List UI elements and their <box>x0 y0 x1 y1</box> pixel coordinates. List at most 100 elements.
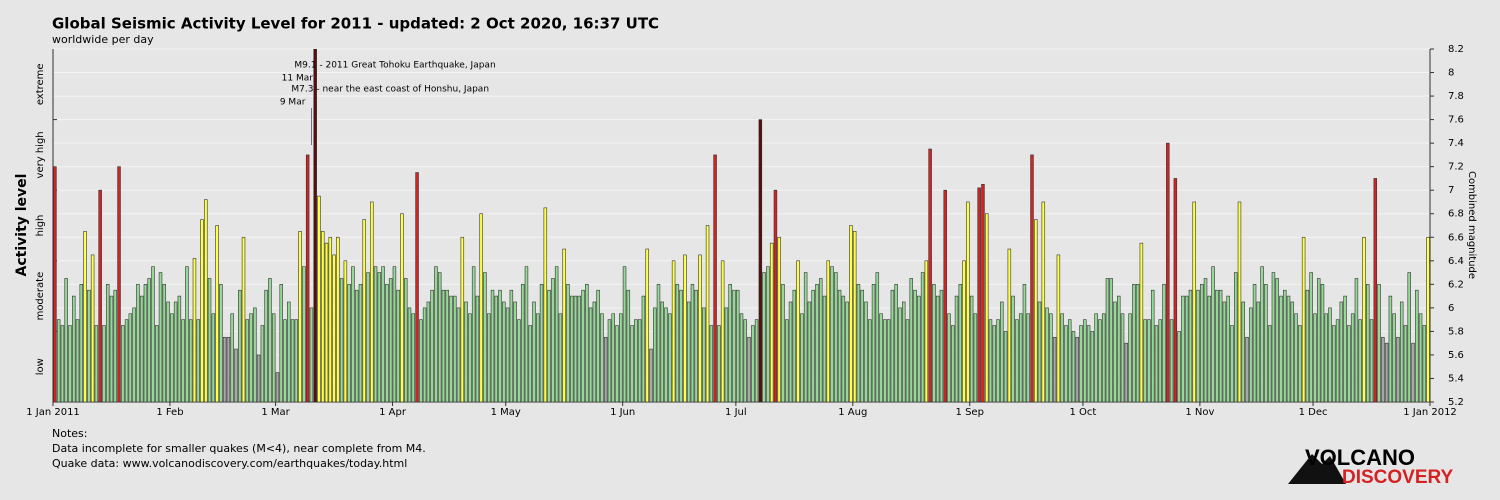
y2-tick-label: 8.2 <box>1448 44 1464 55</box>
bar <box>732 289 736 402</box>
bar <box>1124 342 1129 402</box>
bar <box>411 313 416 402</box>
bar <box>603 336 608 402</box>
note: Quake data: www.volcanodiscovery.com/ear… <box>52 457 407 470</box>
bar <box>275 372 280 402</box>
bar <box>1332 325 1336 402</box>
bar <box>498 289 502 402</box>
y2-tick-label: 6 <box>1448 303 1454 314</box>
bar <box>1415 289 1419 402</box>
bar <box>1283 289 1287 402</box>
bar <box>1184 295 1189 402</box>
bar <box>803 272 808 402</box>
bar <box>777 236 781 402</box>
bar <box>347 284 351 402</box>
y2-tick-label: 6.2 <box>1448 279 1464 290</box>
x-tick-label: 1 Sep <box>956 407 984 418</box>
bar <box>121 325 125 402</box>
bar <box>1098 319 1102 402</box>
bar <box>268 278 272 402</box>
y2-tick-label: 7.8 <box>1448 91 1464 102</box>
bar <box>475 295 480 402</box>
bar <box>1143 319 1147 402</box>
bar <box>988 319 993 402</box>
bar <box>796 260 800 402</box>
bar <box>841 295 846 402</box>
bar <box>1041 201 1046 402</box>
bar <box>698 254 702 402</box>
bar <box>188 319 193 402</box>
bar <box>1128 313 1132 402</box>
bar <box>751 325 755 402</box>
bar <box>1290 301 1295 402</box>
bar <box>1230 325 1234 402</box>
bar <box>735 289 740 402</box>
bar <box>607 319 612 402</box>
bar <box>1011 295 1015 402</box>
bar <box>622 266 627 402</box>
bar <box>539 284 544 402</box>
bar <box>449 295 453 402</box>
bar <box>430 289 434 402</box>
bar <box>192 258 197 402</box>
bar <box>1328 307 1332 402</box>
bar <box>505 307 510 402</box>
bar <box>94 325 99 402</box>
bar <box>909 278 914 402</box>
bar <box>1298 325 1302 402</box>
bar <box>1305 289 1310 402</box>
bar <box>1350 313 1355 402</box>
bar <box>1279 295 1283 402</box>
bar <box>822 295 827 402</box>
bar <box>769 242 774 402</box>
y2-axis-title: Combined magnitude <box>1466 171 1477 279</box>
bar <box>1392 313 1396 402</box>
bar <box>464 301 468 402</box>
bar <box>1388 295 1393 402</box>
bar <box>1067 319 1072 402</box>
bar <box>551 278 555 402</box>
bar <box>358 284 363 402</box>
logo-icon <box>1288 454 1346 484</box>
bar <box>1052 336 1057 402</box>
x-tick-label: 1 Jun <box>610 407 635 418</box>
bar <box>441 289 446 402</box>
bar <box>302 266 306 402</box>
bar <box>1256 301 1261 402</box>
bar <box>1335 319 1340 402</box>
bar <box>1426 236 1430 402</box>
y-axis-title: Activity level <box>14 174 30 277</box>
bar <box>935 295 940 402</box>
bar <box>60 325 65 402</box>
x-tick-label: 1 Nov <box>1185 407 1214 418</box>
bar <box>1158 319 1162 402</box>
bar <box>569 295 574 402</box>
bar <box>705 225 710 402</box>
bar <box>354 289 359 402</box>
bar <box>158 272 163 402</box>
bar <box>113 289 117 402</box>
bar <box>977 187 981 402</box>
x-tick-label: 1 Apr <box>379 407 407 418</box>
bar <box>1309 272 1313 402</box>
bar <box>509 289 514 402</box>
bar <box>1150 289 1155 402</box>
bar <box>1237 201 1242 402</box>
bar <box>634 319 638 402</box>
bar <box>1094 313 1098 402</box>
bar <box>453 295 457 402</box>
bar <box>611 313 615 402</box>
bar <box>683 254 687 402</box>
bar <box>818 278 823 402</box>
bar <box>79 284 84 402</box>
bar <box>426 301 431 402</box>
bar <box>1252 284 1257 402</box>
bar <box>1132 284 1136 402</box>
x-tick-label: 1 Dec <box>1299 407 1328 418</box>
bar <box>992 325 996 402</box>
bar <box>913 289 917 402</box>
bar <box>954 295 959 402</box>
bar <box>1381 336 1385 402</box>
bar <box>856 284 861 402</box>
bar <box>68 325 72 402</box>
